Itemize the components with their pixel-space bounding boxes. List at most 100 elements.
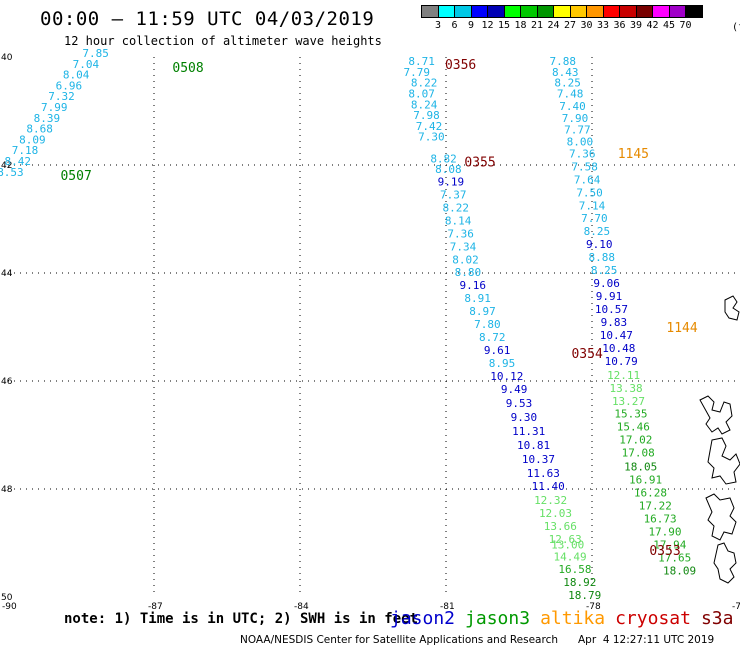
wave-height-value: 7.36 — [447, 227, 474, 240]
wave-height-value: 18.92 — [563, 576, 596, 589]
lat-tick-label: 40 — [1, 53, 13, 63]
color-bar-label: 24 — [547, 20, 560, 31]
wave-height-value: 8.43 — [552, 66, 579, 79]
wave-height-value: 8.25 — [584, 225, 611, 238]
wave-height-value: 8.04 — [63, 69, 90, 82]
wave-height-value: 8.39 — [34, 112, 61, 125]
wave-height-value: 10.48 — [602, 342, 635, 355]
wave-height-value: 13.66 — [544, 520, 577, 533]
wave-height-value: 8.82 — [430, 152, 457, 165]
color-bar-label: 12 — [481, 20, 494, 31]
color-bar-label: 70 — [679, 20, 692, 31]
wave-height-value: 8.22 — [411, 77, 438, 90]
wave-height-value: 7.98 — [413, 109, 440, 122]
wave-height-value: 7.88 — [550, 55, 577, 68]
wave-height-value: 9.61 — [484, 344, 511, 357]
color-bar-label: 18 — [514, 20, 527, 31]
wave-height-value: 8.07 — [408, 88, 435, 101]
coastline — [699, 295, 740, 584]
wave-height-value: 16.73 — [644, 512, 677, 525]
wave-height-value: 8.00 — [567, 136, 594, 149]
color-swatch — [685, 5, 703, 18]
wave-height-value: 15.46 — [617, 421, 650, 434]
color-bar-label: 27 — [563, 20, 577, 31]
lon-tick-label: -84 — [294, 602, 309, 612]
wave-height-value: 18.79 — [568, 589, 601, 602]
wave-height-value: 11.40 — [532, 480, 565, 493]
wave-height-value: 8.08 — [435, 163, 462, 176]
wave-height-value: 8.14 — [445, 214, 472, 227]
wave-height-value: 16.91 — [629, 474, 662, 487]
wave-height-value: 7.70 — [581, 212, 608, 225]
pass-time-label: 0355 — [464, 155, 495, 170]
wave-height-value: 13.00 — [551, 538, 584, 551]
legend-unit: (ft) — [732, 22, 740, 33]
wave-height-value: 9.83 — [601, 316, 628, 329]
wave-height-value: 12.32 — [534, 494, 567, 507]
wave-height-value: 8.88 — [588, 251, 615, 264]
wave-height-value: 17.94 — [653, 538, 686, 551]
wave-height-value: 11.63 — [527, 467, 560, 480]
wave-height-value: 8.72 — [479, 331, 506, 344]
color-bar-label: 36 — [613, 20, 626, 31]
wave-height-value: 7.99 — [41, 101, 68, 114]
lat-tick-label: 46 — [1, 377, 13, 387]
lon-tick-label: -90 — [2, 602, 17, 612]
wave-height-value: 8.42 — [4, 155, 31, 168]
color-bar-label: 45 — [662, 20, 676, 31]
footer-credit: NOAA/NESDIS Center for Satellite Applica… — [240, 634, 558, 646]
wave-height-value: 8.71 — [408, 55, 435, 68]
wave-height-value: 12.03 — [539, 507, 572, 520]
wave-height-value: 9.06 — [593, 277, 620, 290]
wave-height-value: 7.48 — [557, 88, 584, 101]
map-grid — [8, 57, 738, 597]
wave-height-value: 18.09 — [663, 564, 696, 577]
wave-height-value: 7.90 — [562, 112, 589, 125]
wave-height-value: 8.02 — [452, 253, 479, 266]
wave-height-value: 9.10 — [586, 238, 613, 251]
wave-height-value: 6.96 — [56, 79, 83, 92]
wave-height-value: 7.85 — [82, 47, 109, 60]
wave-height-value: 11.31 — [512, 425, 545, 438]
wave-height-value: 17.90 — [648, 525, 681, 538]
coastline-segment — [713, 542, 737, 584]
lat-tick-label: 50 — [1, 593, 13, 603]
wave-height-value: 7.50 — [576, 186, 603, 199]
wave-height-value: 8.22 — [442, 201, 469, 214]
wave-height-value: 7.80 — [474, 318, 501, 331]
wave-height-value: 7.58 — [571, 160, 598, 173]
wave-height-value: 17.65 — [658, 551, 691, 564]
wave-height-value: 17.02 — [619, 434, 652, 447]
wave-height-value: 8.25 — [554, 77, 581, 90]
wave-height-values: 7.857.048.046.967.327.998.398.688.097.18… — [0, 47, 696, 602]
color-bar-label: 6 — [451, 20, 458, 31]
satellite-legend-item: jason3 — [465, 608, 531, 629]
wave-height-value: 8.53 — [0, 166, 24, 179]
pass-time-label: 1144 — [666, 321, 697, 336]
wave-height-value: 10.57 — [595, 303, 628, 316]
pass-time-label: 0353 — [649, 544, 680, 559]
color-bar-label: 9 — [467, 20, 475, 31]
wave-height-value: 10.12 — [490, 370, 523, 383]
color-bar-label: 3 — [434, 20, 442, 31]
wave-height-value: 8.80 — [455, 266, 482, 279]
color-bar-label: 30 — [580, 20, 593, 31]
wave-height-value: 8.25 — [591, 264, 618, 277]
wave-height-value: 9.16 — [460, 279, 487, 292]
lat-tick-label: 42 — [1, 161, 12, 171]
wave-height-value: 14.49 — [554, 550, 587, 563]
wave-height-value: 9.30 — [511, 411, 538, 424]
wave-height-value: 10.81 — [517, 439, 550, 452]
wave-height-value: 7.79 — [404, 66, 431, 79]
coastline-segment — [705, 493, 737, 541]
coastline-segment — [724, 295, 740, 321]
coastline-segment — [707, 437, 740, 485]
color-bar-label: 15 — [497, 20, 511, 31]
lon-tick-label: -78 — [586, 602, 601, 612]
wave-height-value: 9.91 — [596, 290, 623, 303]
wave-height-value: 8.97 — [469, 305, 496, 318]
wave-height-value: 8.95 — [489, 357, 516, 370]
pass-time-label: 0507 — [60, 169, 91, 184]
wave-height-value: 9.53 — [506, 397, 533, 410]
